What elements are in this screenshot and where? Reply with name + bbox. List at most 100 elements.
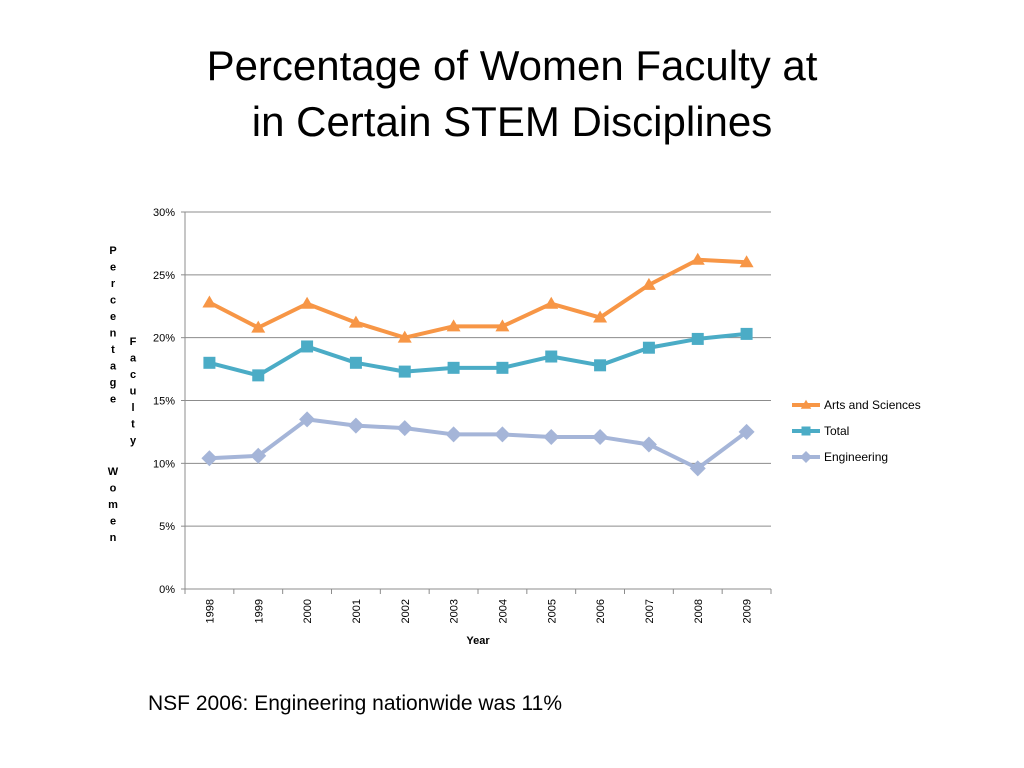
data-point-triangle: [641, 277, 656, 290]
legend-item: Engineering: [792, 450, 888, 464]
data-point-diamond: [201, 450, 218, 467]
legend-item: Arts and Sciences: [792, 398, 921, 412]
y-tick-label: 25%: [153, 270, 175, 282]
data-point-diamond: [445, 426, 462, 443]
y-axis-title-letter: l: [131, 402, 134, 414]
data-point-triangle: [300, 296, 315, 309]
y-tick-label: 20%: [153, 333, 175, 345]
y-axis-title-letter: u: [130, 386, 137, 398]
data-point-diamond: [640, 436, 657, 453]
y-axis-title-letter: t: [131, 419, 135, 431]
data-point-triangle: [202, 295, 217, 308]
legend-item: Total: [792, 424, 849, 438]
y-axis-title-letter: g: [110, 377, 117, 389]
data-point-diamond: [299, 411, 316, 428]
x-axis-title: Year: [466, 635, 490, 647]
legend: Arts and Sciences Total Engineering: [792, 398, 921, 464]
series-arts-and-sciences: [202, 252, 754, 343]
data-point-square: [349, 356, 362, 369]
series-line: [208, 331, 747, 378]
data-point-diamond: [543, 428, 560, 445]
data-point-square: [203, 356, 216, 369]
data-point-triangle: [593, 310, 608, 323]
data-point-square: [642, 341, 655, 354]
data-point-square: [496, 361, 509, 374]
y-axis-title-letter: F: [130, 336, 137, 348]
data-point-square: [801, 426, 811, 436]
y-axis-title-letter: o: [110, 483, 117, 495]
legend-label: Engineering: [824, 450, 888, 464]
data-point-diamond: [494, 426, 511, 443]
y-tick-label: 15%: [153, 396, 175, 408]
y-axis-title-letter: e: [110, 311, 116, 323]
y-axis-title-word: Percentage: [109, 245, 117, 406]
x-tick-label: 2002: [400, 599, 412, 623]
y-axis-title-letter: c: [130, 369, 136, 381]
y-axis-title-letter: c: [110, 295, 116, 307]
data-point-square: [545, 350, 558, 363]
x-tick-label: 2006: [595, 599, 607, 623]
x-tick-label: 1998: [204, 599, 216, 623]
legend-label: Total: [824, 424, 849, 438]
x-tick-label: 2009: [742, 599, 754, 623]
x-tick-label: 2003: [449, 599, 461, 623]
x-tick-label: 2007: [644, 599, 656, 623]
y-tick-label: 30%: [153, 207, 175, 219]
data-point-square: [252, 369, 265, 382]
data-point-square: [447, 361, 460, 374]
y-axis-title-letter: a: [130, 353, 137, 365]
slide-title-line-2: in Certain STEM Disciplines: [251, 98, 773, 145]
y-axis-title-word: Faculty: [130, 336, 137, 447]
series-engineering: [201, 411, 755, 477]
slide-title-line-1: Percentage of Women Faculty at: [206, 42, 818, 89]
y-axis-title-letter: n: [110, 532, 117, 544]
data-point-triangle: [348, 315, 363, 328]
footnote: NSF 2006: Engineering nationwide was 11%: [148, 692, 563, 715]
data-point-diamond: [800, 451, 812, 463]
axes: 0% 5% 10% 15% 20% 25% 30% 1998 1999 2000 2001 2002 2…: [153, 207, 772, 623]
series-line: [209, 417, 748, 471]
data-point-square: [594, 359, 607, 372]
y-axis-title-letter: e: [110, 394, 116, 406]
data-point-diamond: [396, 420, 413, 437]
y-tick-label: 0%: [159, 584, 175, 596]
x-tick-label: 2004: [497, 599, 509, 623]
y-tick-label: 5%: [159, 521, 175, 533]
data-point-triangle: [397, 330, 412, 343]
y-axis-title-letter: e: [110, 516, 116, 528]
y-axis-title-letter: r: [111, 278, 116, 290]
data-point-square: [398, 365, 411, 378]
series-layer: [201, 252, 755, 477]
data-point-square: [691, 332, 704, 345]
data-point-diamond: [689, 460, 706, 477]
x-tick-label: 2000: [302, 599, 314, 623]
y-axis-title-letter: W: [108, 466, 119, 478]
y-axis-title-letter: t: [111, 344, 115, 356]
slide-title: Percentage of Women Faculty at in Certai…: [0, 38, 1024, 150]
y-axis-title-word: Women: [108, 466, 119, 544]
y-axis-title-letter: a: [110, 361, 117, 373]
y-axis-title-letter: y: [130, 435, 137, 447]
x-tick-label: 2005: [546, 599, 558, 623]
data-point-triangle: [251, 320, 266, 333]
data-point-square: [301, 340, 314, 353]
x-tick-label: 2008: [693, 599, 705, 623]
data-point-diamond: [592, 428, 609, 445]
data-point-triangle: [544, 296, 559, 309]
data-point-triangle: [446, 319, 461, 332]
y-axis-title-letter: n: [110, 328, 117, 340]
data-point-diamond: [347, 417, 364, 434]
x-tick-label: 2001: [351, 599, 363, 623]
data-point-square: [740, 327, 753, 340]
series-total: [203, 327, 753, 382]
data-point-triangle: [495, 319, 510, 332]
data-point-triangle: [800, 399, 812, 409]
series-line: [208, 257, 747, 340]
y-axis-title-letter: e: [110, 262, 116, 274]
x-tick-label: 1999: [253, 599, 265, 623]
y-axis-title-letter: P: [109, 245, 116, 257]
data-point-triangle: [739, 255, 754, 268]
data-point-triangle: [690, 252, 705, 265]
